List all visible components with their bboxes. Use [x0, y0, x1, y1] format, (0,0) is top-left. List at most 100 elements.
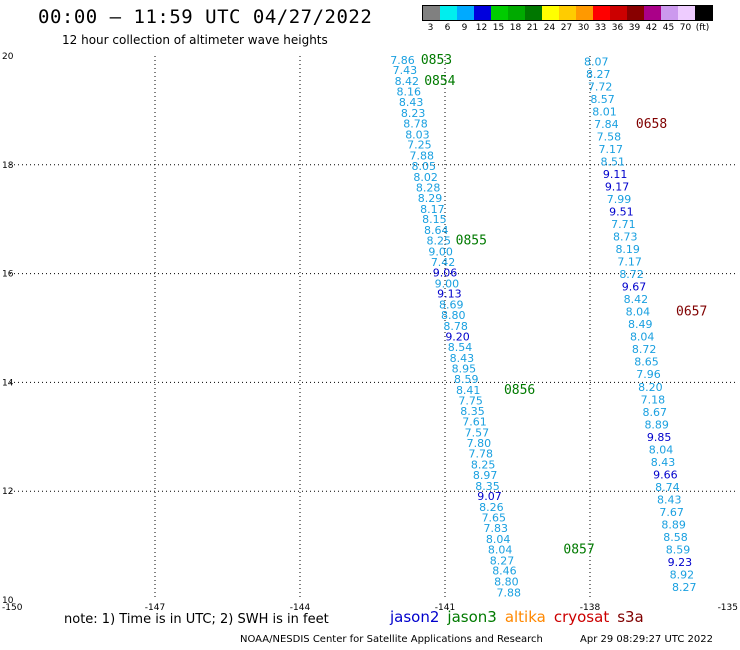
swh-value: 8.35 — [460, 405, 485, 418]
latitude-tick-label: 14 — [2, 378, 14, 388]
swh-value: 8.03 — [405, 128, 430, 141]
latitude-tick-label: 16 — [2, 270, 14, 280]
satellite-legend: jason2 jason3 altika cryosat s3a — [390, 608, 652, 626]
swh-value: 7.71 — [611, 218, 636, 231]
swh-value: 8.74 — [655, 481, 680, 494]
swh-value: 7.83 — [484, 522, 509, 535]
color-swatch — [491, 6, 508, 20]
swh-value: 7.75 — [458, 394, 483, 407]
longitude-tick-label: -150 — [2, 603, 23, 613]
footer-timestamp: Apr 29 08:29:27 UTC 2022 — [580, 634, 713, 645]
swh-value: 8.25 — [426, 234, 451, 247]
time-label: 0658 — [636, 117, 667, 132]
swh-value: 8.04 — [626, 306, 651, 319]
swh-value: 9.66 — [653, 468, 678, 481]
swh-value: 9.17 — [605, 181, 630, 194]
swh-value: 8.04 — [630, 331, 655, 344]
swh-value: 9.06 — [433, 267, 458, 280]
color-swatch — [576, 6, 593, 20]
latitude-tick-label: 20 — [2, 52, 14, 62]
swh-value: 7.67 — [659, 506, 684, 519]
swh-value: 8.59 — [666, 543, 691, 556]
color-scale-label: 12 — [475, 23, 488, 33]
satellite-tracks: 7.867.438.428.168.438.238.788.037.257.88… — [390, 53, 707, 600]
track-cryosat: 8.078.277.728.578.017.847.587.178.519.11… — [584, 55, 707, 594]
color-scale-label: 70 — [679, 23, 692, 33]
swh-value: 8.26 — [479, 501, 504, 514]
swh-value: 8.80 — [441, 309, 466, 322]
swh-value: 8.51 — [600, 156, 625, 169]
page-title: 00:00 – 11:59 UTC 04/27/2022 — [38, 6, 373, 28]
swh-value: 7.17 — [617, 256, 642, 269]
swh-value: 7.88 — [497, 586, 522, 599]
swh-value: 7.84 — [594, 118, 619, 131]
color-scale-label: 21 — [526, 23, 539, 33]
swh-value: 8.15 — [422, 213, 447, 226]
color-swatch — [508, 6, 525, 20]
swh-value: 9.51 — [609, 206, 634, 219]
swh-value: 9.20 — [445, 331, 470, 344]
swh-value: 8.72 — [619, 268, 644, 281]
swh-value: 8.27 — [586, 68, 611, 81]
legend-cryosat: cryosat — [553, 608, 610, 626]
page-subtitle: 12 hour collection of altimeter wave hei… — [62, 33, 328, 47]
latitude-tick-label: 10 — [2, 596, 14, 606]
swh-value: 8.43 — [399, 96, 424, 109]
swh-value: 8.43 — [450, 352, 475, 365]
swh-value: 8.04 — [486, 533, 511, 546]
color-scale-label: 36 — [611, 23, 624, 33]
swh-value: 8.23 — [401, 107, 426, 120]
swh-value: 8.59 — [454, 373, 479, 386]
swh-value: 8.43 — [651, 456, 676, 469]
color-swatch — [593, 6, 610, 20]
color-scale-label: 42 — [645, 23, 658, 33]
color-swatch — [695, 6, 712, 20]
color-scale-swatches — [422, 5, 713, 21]
longitude-tick-label: -147 — [145, 603, 165, 613]
footer-credit: NOAA/NESDIS Center for Satellite Applica… — [240, 634, 543, 645]
legend-jason2: jason2 — [390, 608, 440, 626]
swh-value: 7.42 — [431, 256, 456, 269]
swh-value: 8.64 — [424, 224, 449, 237]
track-jason3: 7.867.438.428.168.438.238.788.037.257.88… — [390, 53, 595, 600]
color-swatch — [457, 6, 474, 20]
swh-value: 8.41 — [456, 384, 481, 397]
swh-value: 7.25 — [407, 139, 432, 152]
swh-value: 8.28 — [416, 182, 441, 195]
swh-value: 7.72 — [588, 80, 613, 93]
color-swatch — [627, 6, 644, 20]
swh-value: 8.42 — [624, 293, 649, 306]
swh-value: 9.23 — [668, 556, 693, 569]
color-swatch — [644, 6, 661, 20]
color-scale-label: 24 — [543, 23, 556, 33]
swh-value: 8.58 — [663, 531, 688, 544]
swh-value: 7.99 — [607, 193, 632, 206]
time-label: 0856 — [504, 383, 535, 398]
swh-value: 8.29 — [418, 192, 443, 205]
swh-value: 8.67 — [643, 406, 668, 419]
swh-value: 7.18 — [641, 393, 666, 406]
swh-value: 8.35 — [475, 480, 500, 493]
swh-value: 7.88 — [410, 150, 435, 163]
swh-value: 8.16 — [397, 85, 422, 98]
swh-value: 8.07 — [584, 55, 609, 68]
swh-value: 8.57 — [590, 93, 615, 106]
swh-value: 8.78 — [443, 320, 468, 333]
latitude-tick-label: 18 — [2, 161, 14, 171]
swh-value: 8.27 — [672, 581, 697, 594]
color-scale-label: 45 — [662, 23, 675, 33]
color-scale-label: 9 — [461, 23, 468, 33]
color-scale-legend: 3 6 9 12 15 18 21 24 27 30 33 36 39 42 45 70 (ft) — [422, 5, 713, 35]
swh-value: 8.72 — [632, 343, 657, 356]
swh-value: 7.43 — [393, 64, 418, 77]
swh-value: 8.17 — [420, 203, 445, 216]
time-label: 0855 — [456, 233, 487, 248]
swh-value: 9.00 — [428, 245, 453, 258]
longitude-tick-label: -135 — [718, 603, 738, 613]
swh-value: 9.67 — [622, 281, 647, 294]
color-scale-labels: 3 6 9 12 15 18 21 24 27 30 33 36 39 42 45 70 (ft) — [422, 23, 713, 35]
swh-value: 7.58 — [597, 131, 622, 144]
units-note: note: 1) Time is in UTC; 2) SWH is in fe… — [64, 612, 329, 627]
swh-value: 8.65 — [634, 356, 659, 369]
